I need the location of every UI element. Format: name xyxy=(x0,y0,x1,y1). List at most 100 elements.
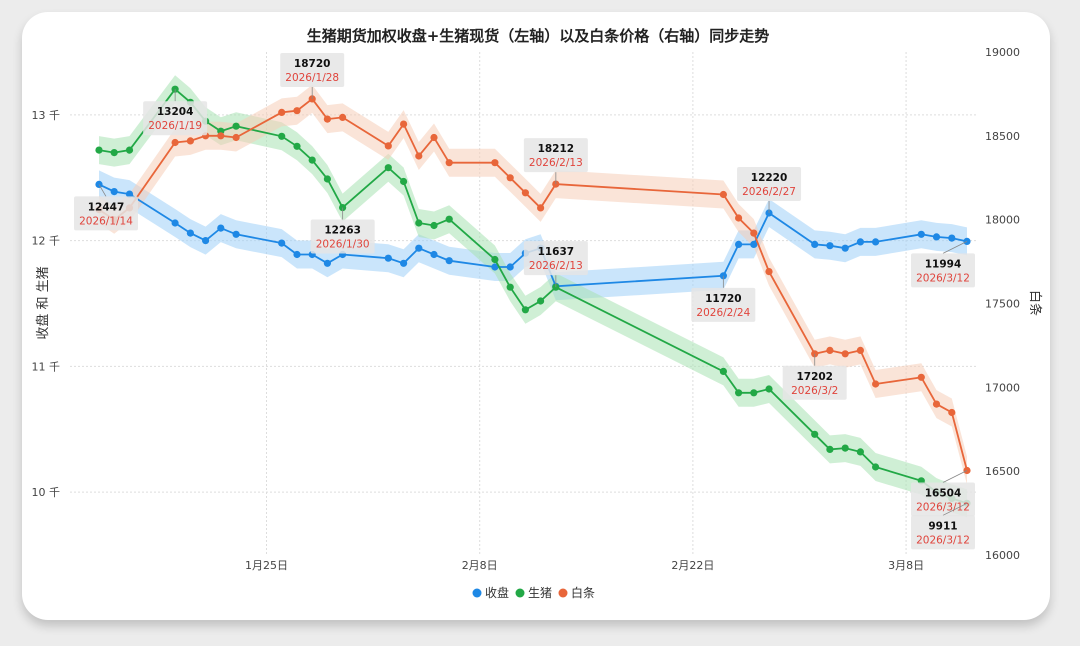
point-生猪 xyxy=(232,122,240,130)
left-ticks: 10 千 11 千 12 千 13 千 xyxy=(32,109,61,499)
point-收盘 xyxy=(430,250,438,259)
legend-marker xyxy=(558,588,568,598)
point-白条 xyxy=(856,346,865,354)
x-tick: 3月8日 xyxy=(888,559,924,572)
point-收盘 xyxy=(765,209,773,217)
annotation-date: 2026/1/28 xyxy=(285,72,339,84)
annotation-白条: 18720 2026/1/28 xyxy=(280,52,345,99)
point-收盘 xyxy=(750,240,758,248)
legend: 收盘 生猪 白条 xyxy=(472,585,596,600)
annotation-box xyxy=(74,196,138,231)
y-tick-right: 16500 xyxy=(985,465,1020,478)
legend-marker xyxy=(472,588,482,598)
point-白条 xyxy=(400,120,408,128)
legend-marker xyxy=(515,588,525,598)
point-收盘 xyxy=(932,233,941,241)
point-生猪 xyxy=(826,445,834,453)
annotation-value: 12220 xyxy=(751,172,788,184)
legend-item-白条[interactable]: 白条 xyxy=(558,585,596,600)
point-生猪 xyxy=(384,164,392,172)
point-白条 xyxy=(826,346,834,354)
point-生猪 xyxy=(293,142,301,150)
point-收盘 xyxy=(735,240,743,248)
point-收盘 xyxy=(811,240,819,248)
annotation-白条: 18212 2026/2/13 xyxy=(523,138,588,185)
point-收盘 xyxy=(872,238,880,246)
annotation-box xyxy=(143,101,208,136)
annotation-收盘: 12220 2026/2/27 xyxy=(737,166,802,213)
gridlines xyxy=(70,52,977,555)
y-axis-right-label: 白条 xyxy=(1027,290,1043,316)
point-白条 xyxy=(323,115,331,123)
annotation-生猪: 9911 2026/3/12 xyxy=(911,502,975,550)
annotation-value: 17202 xyxy=(796,371,833,383)
point-收盘 xyxy=(293,250,301,259)
annotation-box xyxy=(911,482,975,517)
point-收盘 xyxy=(171,219,179,227)
annotation-白条: 17202 2026/3/2 xyxy=(782,353,847,400)
point-收盘 xyxy=(506,263,514,271)
annotation-box xyxy=(737,166,802,201)
point-白条 xyxy=(293,107,301,115)
band-生猪 xyxy=(99,75,967,518)
annotation-date: 2026/3/12 xyxy=(916,534,970,546)
point-收盘 xyxy=(948,234,956,242)
point-收盘 xyxy=(217,224,225,232)
x-tick: 2月8日 xyxy=(462,559,498,572)
y-tick-right: 18000 xyxy=(985,214,1020,227)
point-生猪 xyxy=(750,389,758,397)
point-生猪 xyxy=(506,283,514,291)
point-白条 xyxy=(917,373,925,381)
y-tick-left: 11 千 xyxy=(32,360,61,373)
point-生猪 xyxy=(719,367,728,375)
point-生猪 xyxy=(445,215,453,223)
annotation-value: 18212 xyxy=(538,143,575,155)
point-白条 xyxy=(841,350,849,358)
point-白条 xyxy=(445,159,453,167)
annotation-box xyxy=(911,515,975,550)
legend-label: 收盘 xyxy=(485,585,509,600)
annotation-白条: 16504 2026/3/12 xyxy=(911,470,975,517)
x-ticks: 1月25日 2月8日 2月22日 3月8日 xyxy=(245,559,924,572)
point-白条 xyxy=(217,132,225,140)
annotation-value: 9911 xyxy=(928,520,957,532)
point-白条 xyxy=(430,133,438,142)
point-生猪 xyxy=(841,444,849,452)
legend-item-收盘[interactable]: 收盘 xyxy=(472,585,510,600)
point-白条 xyxy=(171,138,179,147)
point-收盘 xyxy=(400,259,408,267)
point-收盘 xyxy=(125,190,134,198)
point-白条 xyxy=(948,408,956,417)
point-白条 xyxy=(186,137,194,145)
legend-label: 生猪 xyxy=(528,586,552,600)
annotation-box xyxy=(911,253,975,288)
y-axis-left-label: 收盘 和 生猪 xyxy=(35,266,51,339)
annotation-date: 2026/3/12 xyxy=(916,501,970,513)
point-生猪 xyxy=(811,430,819,438)
legend-item-生猪[interactable]: 生猪 xyxy=(515,586,553,600)
annotation-生猪: 12263 2026/1/30 xyxy=(310,207,375,254)
point-收盘 xyxy=(384,254,392,262)
point-白条 xyxy=(537,204,545,212)
annotation-date: 2026/2/13 xyxy=(529,260,583,272)
y-tick-right: 17500 xyxy=(985,298,1020,311)
point-收盘 xyxy=(917,230,925,238)
point-生猪 xyxy=(400,177,408,186)
point-生猪 xyxy=(278,132,286,140)
point-生猪 xyxy=(552,283,560,291)
y-tick-right: 19000 xyxy=(985,46,1020,59)
point-收盘 xyxy=(415,244,423,252)
point-白条 xyxy=(278,108,286,116)
annotation-value: 12263 xyxy=(324,225,361,237)
point-生猪 xyxy=(95,146,103,154)
y-tick-left: 13 千 xyxy=(32,109,61,122)
x-tick: 1月25日 xyxy=(245,559,288,572)
point-生猪 xyxy=(521,306,530,314)
annotation-date: 2026/2/27 xyxy=(742,186,796,198)
annotation-date: 2026/3/12 xyxy=(916,272,970,284)
annotation-box xyxy=(691,287,756,322)
point-生猪 xyxy=(735,389,743,397)
annotation-收盘: 11720 2026/2/24 xyxy=(691,275,756,322)
annotation-收盘: 12447 2026/1/14 xyxy=(74,184,138,231)
point-生猪 xyxy=(415,219,423,227)
